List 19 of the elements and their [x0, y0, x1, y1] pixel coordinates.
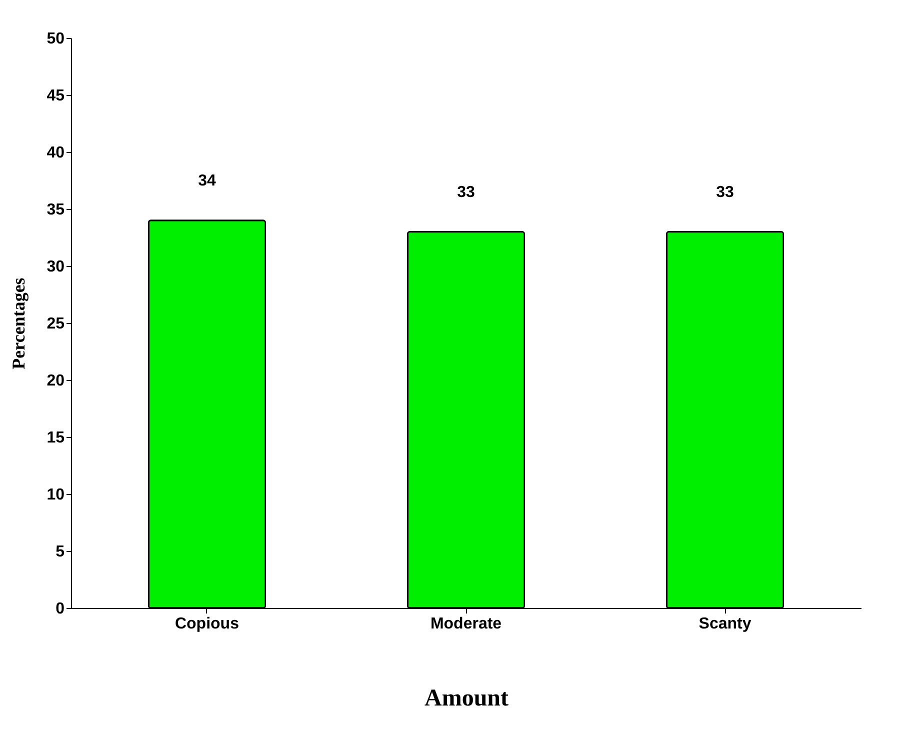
x-axis-title: Amount [424, 686, 509, 712]
data-label: 33 [457, 184, 475, 201]
y-tick-label: 25 [46, 316, 65, 332]
data-label: 34 [198, 172, 216, 190]
y-tick-label: 45 [46, 88, 65, 104]
y-tick-label: 35 [46, 202, 65, 218]
y-tick-label: 50 [46, 30, 65, 48]
x-tick-label: Copious [174, 616, 240, 632]
y-tick-label: 15 [46, 430, 65, 446]
y-tick-label: 30 [46, 258, 65, 276]
y-tick-label: 10 [46, 486, 65, 504]
y-axis-title: Percentages [8, 278, 29, 370]
y-tick-label: 40 [46, 144, 65, 162]
x-tick-label: Scanty [698, 616, 752, 632]
y-tick-label: 20 [46, 372, 65, 390]
data-label: 33 [716, 184, 734, 201]
x-tick-label: Moderate [430, 616, 502, 632]
y-tick-label: 5 [56, 544, 65, 560]
y-tick-label: 0 [56, 600, 65, 618]
